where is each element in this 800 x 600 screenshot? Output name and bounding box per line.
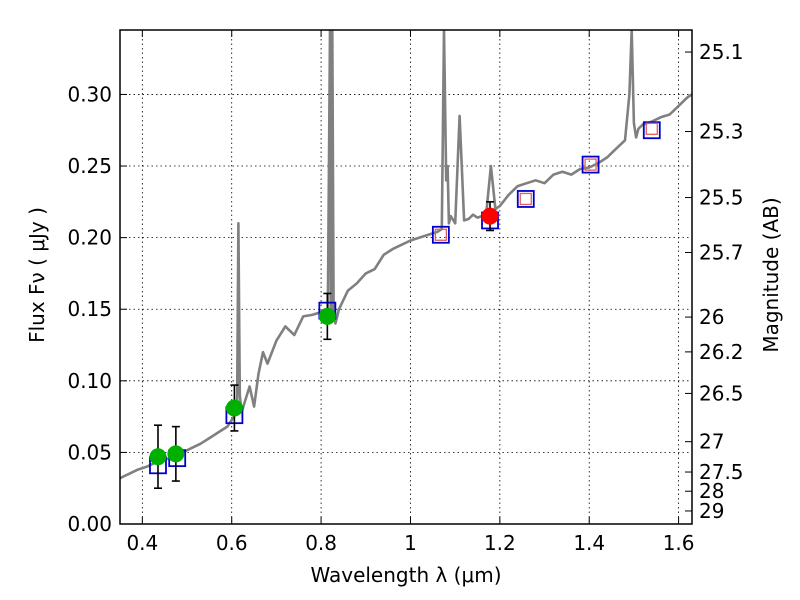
x-axis-label: Wavelength λ (μm) — [310, 563, 501, 587]
plot-frame — [119, 29, 693, 525]
y-tick-label: 0.25 — [67, 154, 112, 178]
observed-point-green — [318, 307, 336, 325]
y-tick-label: 0.00 — [67, 512, 112, 536]
y-tick-label: 0.20 — [67, 226, 112, 250]
model-square-red — [645, 122, 658, 135]
model-square-blue — [642, 121, 661, 140]
mag-tick-label: 26.5 — [699, 381, 744, 405]
model-square-blue — [431, 225, 450, 244]
mag-tick-label: 25.7 — [699, 241, 744, 265]
mag-tick-label: 27.5 — [699, 460, 744, 484]
x-tick-label: 0.4 — [126, 531, 158, 555]
observed-point-red — [481, 207, 499, 225]
x-tick-label: 1.4 — [573, 531, 605, 555]
x-tick-label: 0.6 — [216, 531, 248, 555]
plot-clipped-group — [120, 30, 692, 490]
y-tick-label: 0.05 — [67, 440, 112, 464]
model-square-blue — [516, 190, 535, 208]
mag-tick-label: 26.2 — [699, 340, 744, 364]
x-tick-label: 0.8 — [305, 531, 337, 555]
model-square-red — [584, 158, 597, 171]
x-tick-label: 1.2 — [484, 531, 516, 555]
observed-point-green — [149, 448, 167, 466]
model-square-blue — [581, 155, 600, 174]
y-tick-label: 0.15 — [67, 297, 112, 321]
ticks: 0.4 0.6 0.8 1 1.2 1.4 1.6 0.00 0.05 0.10 0.15 0.20 0… — [67, 30, 744, 555]
y-axis-label: Flux Fν ( μJy ) — [25, 207, 49, 343]
model-square-red — [519, 192, 532, 206]
y-axis-right-label: Magnitude (AB) — [759, 197, 783, 352]
observed-point-green — [225, 399, 243, 417]
y-tick-label: 0.30 — [67, 82, 112, 106]
mag-tick-label: 29 — [699, 499, 724, 523]
mag-tick-label: 27 — [699, 430, 724, 454]
mag-tick-label: 25.3 — [699, 120, 744, 144]
plot-area — [120, 30, 692, 490]
x-tick-label: 1 — [404, 531, 417, 555]
mag-tick-label: 25.1 — [699, 40, 744, 64]
x-tick-label: 1.6 — [663, 531, 695, 555]
model-square-red — [434, 228, 448, 241]
observed-point-green — [167, 445, 185, 463]
mag-tick-label: 26 — [699, 305, 724, 329]
y-tick-label: 0.10 — [67, 369, 112, 393]
mag-tick-label: 25.5 — [699, 186, 744, 210]
mag-tick-label: 28 — [699, 479, 724, 503]
